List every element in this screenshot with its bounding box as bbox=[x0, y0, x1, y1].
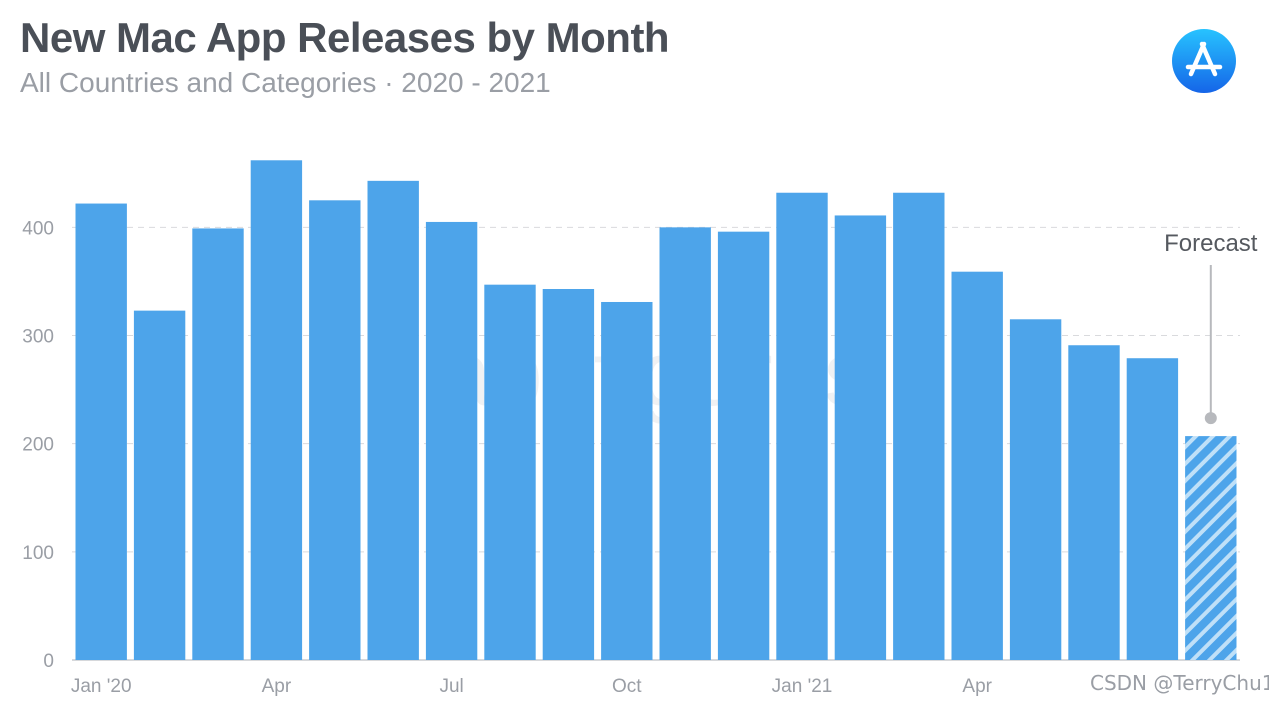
x-tick-label: Jan '21 bbox=[772, 676, 833, 697]
app-store-icon bbox=[1172, 29, 1236, 93]
x-axis-ticks: Jan '20 Apr Jul Oct Jan '21 Apr bbox=[71, 676, 993, 697]
annotation-label: Forecast bbox=[1164, 230, 1258, 257]
bar bbox=[367, 180, 419, 660]
bar bbox=[1068, 345, 1120, 660]
bar bbox=[717, 231, 770, 660]
y-tick-label: 0 bbox=[43, 651, 54, 672]
bar bbox=[1126, 358, 1179, 660]
bar bbox=[893, 192, 945, 661]
bar bbox=[425, 221, 478, 660]
bar bbox=[659, 227, 711, 661]
bar bbox=[192, 228, 244, 660]
bar bbox=[951, 271, 1003, 660]
y-tick-label: 400 bbox=[22, 218, 54, 239]
y-tick-label: 100 bbox=[22, 543, 54, 564]
bars bbox=[75, 160, 1237, 661]
bar bbox=[250, 160, 303, 661]
bar bbox=[133, 310, 186, 660]
bar bbox=[1009, 319, 1062, 660]
bar bbox=[75, 203, 127, 660]
y-axis-ticks: 0 100 200 300 400 bbox=[22, 218, 54, 672]
bar bbox=[484, 284, 536, 660]
x-tick-label: Apr bbox=[262, 676, 292, 697]
x-tick-label: Oct bbox=[612, 676, 642, 697]
bar bbox=[309, 200, 361, 660]
x-tick-label: Apr bbox=[962, 676, 992, 697]
bar bbox=[601, 301, 653, 660]
y-tick-label: 200 bbox=[22, 435, 54, 456]
y-tick-label: 300 bbox=[22, 327, 54, 348]
chart-subtitle: All Countries and Categories · 2020 - 20… bbox=[20, 67, 551, 98]
bar bbox=[542, 289, 595, 660]
x-tick-label: Jan '20 bbox=[71, 676, 132, 697]
bar bbox=[834, 215, 887, 660]
gridlines bbox=[72, 226, 1240, 661]
annotation-dot bbox=[1204, 412, 1217, 425]
x-tick-label: Jul bbox=[439, 676, 463, 697]
bar bbox=[776, 192, 828, 661]
forecast-annotation: Forecast bbox=[1164, 230, 1258, 425]
forecast-bar bbox=[1185, 436, 1237, 660]
chart-title: New Mac App Releases by Month bbox=[20, 14, 670, 61]
credit-text: CSDN @TerryChu1 bbox=[1090, 671, 1269, 695]
